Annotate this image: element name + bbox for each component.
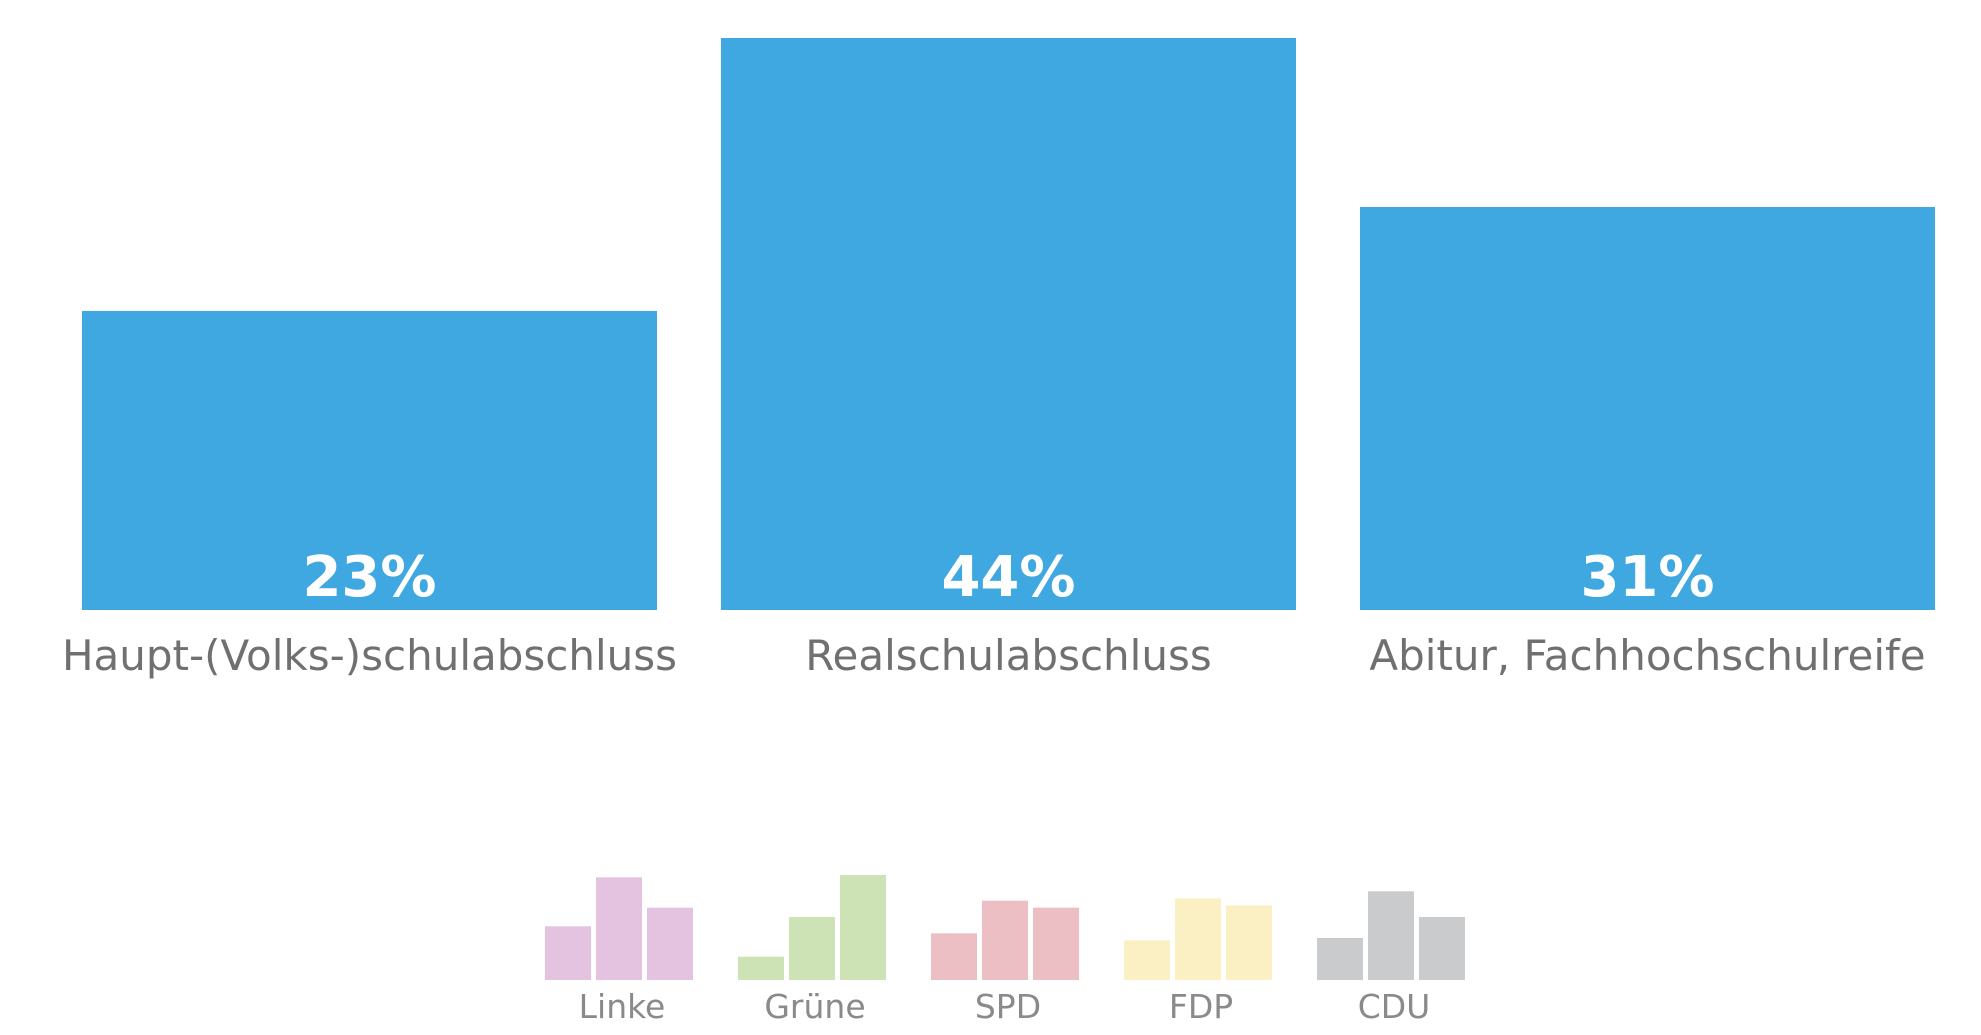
party-label: FDP	[1169, 987, 1233, 1026]
party-mini-bar	[738, 956, 784, 980]
party-mini-bar	[789, 917, 835, 980]
bars-layer	[82, 38, 1935, 610]
category-label: Abitur, Fachhochschulreife	[1369, 631, 1925, 680]
bar-value-label: 44%	[941, 545, 1075, 610]
party-mini-bar	[545, 926, 591, 980]
category-label: Realschulabschluss	[805, 631, 1211, 680]
bar-1	[82, 311, 657, 610]
bar-value-label: 31%	[1580, 545, 1714, 610]
party-option-linke[interactable]: Linke	[545, 877, 693, 1026]
party-mini-bar	[931, 933, 977, 980]
bar-3	[1360, 207, 1935, 610]
party-mini-bar	[1175, 898, 1221, 980]
party-mini-bar	[1033, 907, 1079, 980]
party-mini-bar	[1226, 905, 1272, 980]
party-mini-bar	[1317, 938, 1363, 980]
party-label: CDU	[1358, 987, 1431, 1026]
bar-value-label: 23%	[302, 545, 436, 610]
party-mini-bar	[596, 877, 642, 980]
party-option-fdp[interactable]: FDP	[1124, 898, 1272, 1026]
category-label: Haupt-(Volks-)schulabschluss	[62, 631, 677, 680]
value-labels-layer: 23% 44% 31%	[302, 545, 1714, 610]
party-mini-bar	[1419, 917, 1465, 980]
party-option-cdu[interactable]: CDU	[1317, 891, 1465, 1026]
party-mini-bar	[1368, 891, 1414, 980]
party-label: SPD	[975, 987, 1041, 1026]
party-mini-bar	[647, 907, 693, 980]
party-option-grüne[interactable]: Grüne	[738, 875, 886, 1026]
party-mini-bar	[1124, 940, 1170, 980]
party-selector: Linke Grüne SPD FDP CDU	[545, 875, 1465, 1026]
party-mini-bar	[982, 900, 1028, 980]
bar-2	[721, 38, 1296, 610]
party-label: Linke	[579, 987, 666, 1026]
party-label: Grüne	[764, 987, 865, 1026]
party-mini-bar	[840, 875, 886, 980]
party-option-spd[interactable]: SPD	[931, 900, 1079, 1026]
category-labels-layer: Haupt-(Volks-)schulabschluss Realschulabs…	[62, 631, 1926, 680]
